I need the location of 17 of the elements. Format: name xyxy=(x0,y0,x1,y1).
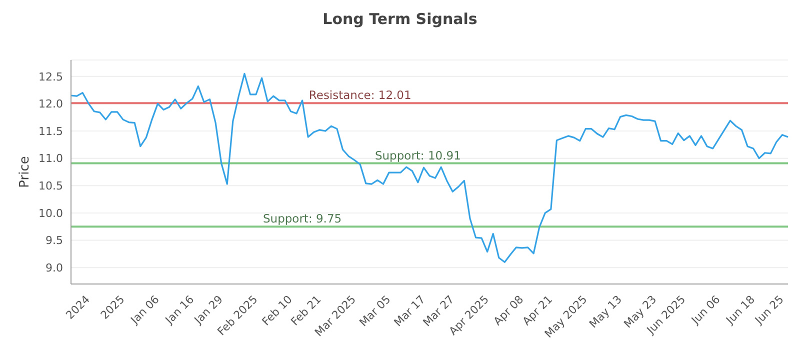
y-tick-label: 11.5 xyxy=(38,124,63,138)
y-axis-title: Price xyxy=(18,156,33,188)
ref-line-label: Support: 9.75 xyxy=(262,212,342,226)
ref-line-label: Support: 10.91 xyxy=(374,148,461,162)
y-tick-label: 11.0 xyxy=(38,152,63,166)
y-tick-label: 9.0 xyxy=(46,262,63,275)
ref-line-label: Resistance: 12.01 xyxy=(308,88,412,102)
y-tick-label: 12.0 xyxy=(38,98,63,111)
chart-title: Long Term Signals xyxy=(322,9,478,30)
y-tick-label: 12.5 xyxy=(38,70,63,84)
y-tick-label: 9.5 xyxy=(46,234,63,248)
x-tick-label: Jun 06 xyxy=(688,292,723,328)
x-tick-label: Jan 06 xyxy=(128,292,162,328)
y-tick-label: 10.5 xyxy=(38,180,63,193)
line-series xyxy=(70,72,789,263)
y-tick-label: 10.0 xyxy=(38,206,63,220)
x-tick-label: Mar 05 xyxy=(356,292,394,330)
